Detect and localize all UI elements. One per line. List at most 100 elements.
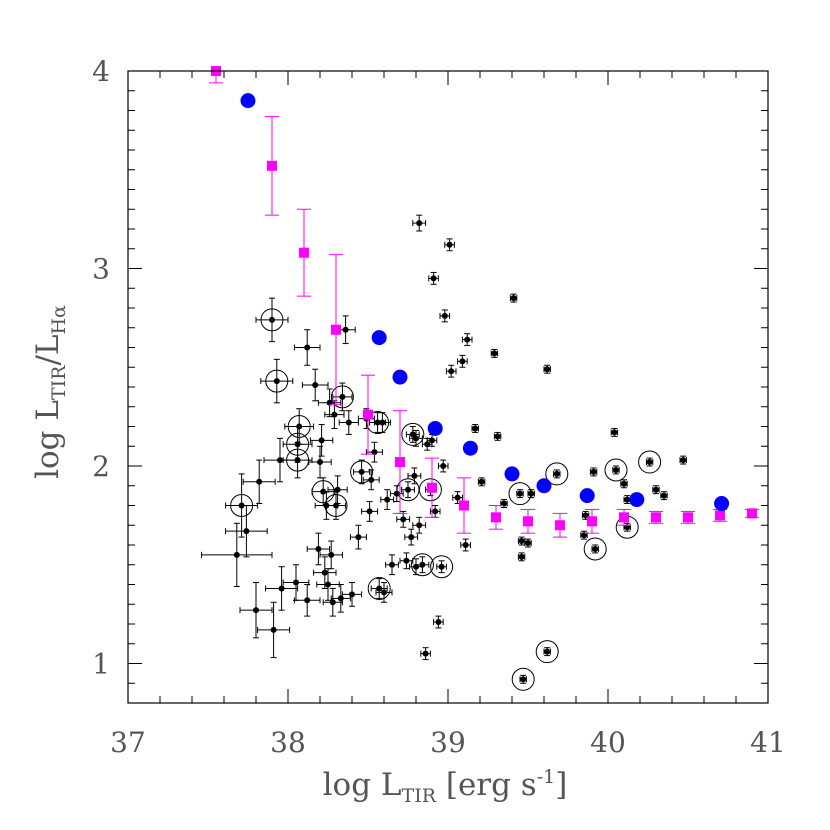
region-point (265, 566, 299, 611)
region-ring (545, 462, 569, 486)
region-dot (462, 542, 469, 548)
binned-square (331, 324, 341, 335)
binned-point (489, 505, 503, 530)
region-point (420, 647, 431, 661)
x-axis-label-sup: -1 (537, 766, 556, 788)
region-dot (478, 478, 485, 485)
region-dot (680, 457, 687, 464)
region-point (338, 410, 359, 435)
y-tick-label: 1 (92, 648, 110, 681)
binned-square (651, 512, 661, 523)
region-dot (518, 553, 525, 560)
binned-square (267, 160, 277, 171)
binned-point (209, 66, 223, 84)
y-axis-label-main: log L (30, 400, 66, 479)
region-point (439, 309, 451, 323)
binned-point (265, 115, 279, 216)
region-point (410, 553, 434, 577)
region-point (638, 450, 662, 474)
region-dot (405, 486, 411, 493)
region-dot (408, 534, 415, 541)
region-point (429, 505, 441, 518)
region-dot (312, 382, 319, 389)
x-axis-label-main: log L (323, 767, 402, 803)
region-dot (653, 486, 659, 493)
region-dot (510, 295, 517, 302)
region-point (535, 640, 559, 664)
region-ring (330, 385, 354, 409)
binned-point (393, 410, 407, 514)
region-dot (379, 419, 386, 426)
y-axis-label-sub1: TIR (48, 365, 70, 400)
region-dot (253, 607, 259, 614)
region-point (604, 458, 628, 482)
model-dot (714, 496, 730, 512)
plot-frame (127, 70, 769, 704)
region-point (527, 489, 535, 499)
model-dot (462, 440, 478, 456)
region-dot (416, 522, 423, 529)
x-axis-label-sub: TIR (402, 785, 437, 807)
region-point (477, 477, 486, 487)
region-point (517, 552, 526, 562)
binned-point (425, 457, 439, 518)
model-dot (240, 93, 256, 109)
region-point (255, 297, 289, 343)
region-point (396, 510, 411, 528)
y-tick-label: 4 (92, 55, 110, 88)
region-dot (243, 528, 250, 535)
region-dot (269, 316, 275, 323)
region-point (349, 524, 367, 550)
region-dot (325, 581, 331, 588)
binned-square (683, 512, 693, 523)
region-point (282, 564, 310, 601)
region-dot (318, 437, 325, 444)
region-dot (315, 545, 322, 552)
region-ring (265, 369, 289, 393)
region-point (652, 485, 660, 495)
region-dot (520, 676, 527, 683)
y-axis-label: log LTIR/LHα (30, 305, 70, 479)
region-dot (459, 358, 466, 365)
region-point (444, 238, 455, 252)
y-tick-label: 2 (92, 450, 110, 483)
binned-point (713, 508, 727, 522)
region-point (471, 424, 479, 433)
region-point (239, 582, 273, 639)
region-ring (638, 450, 662, 474)
region-dot (432, 508, 439, 515)
region-dot (256, 478, 263, 485)
binned-square (459, 500, 469, 511)
region-dot (296, 423, 303, 430)
region-point (257, 601, 291, 659)
model-dot (629, 492, 645, 508)
region-point (493, 431, 502, 441)
region-point (610, 427, 619, 437)
region-dot (345, 419, 352, 426)
region-point (404, 528, 419, 546)
region-point (293, 584, 321, 617)
region-dot (592, 545, 599, 552)
region-ring (430, 555, 454, 579)
binned-square (363, 409, 373, 420)
region-dot (435, 619, 442, 626)
region-dot (277, 457, 283, 464)
region-point (580, 530, 588, 540)
binned-square (747, 508, 757, 519)
region-ring (350, 460, 374, 484)
region-point (311, 477, 335, 506)
region-point (201, 522, 273, 587)
region-point (461, 333, 473, 347)
tick-labels: 37 38 39 40 41 1 2 3 4 (92, 55, 786, 759)
region-dot (355, 534, 362, 541)
x-tick-label: 41 (750, 726, 786, 759)
region-point (524, 538, 532, 548)
region-point (407, 467, 422, 485)
region-point (373, 412, 391, 433)
binned-square (523, 516, 533, 527)
region-dot (400, 516, 407, 523)
region-point (260, 358, 294, 404)
region-point (545, 462, 569, 486)
region-point (308, 445, 332, 479)
region-dot (368, 476, 375, 483)
